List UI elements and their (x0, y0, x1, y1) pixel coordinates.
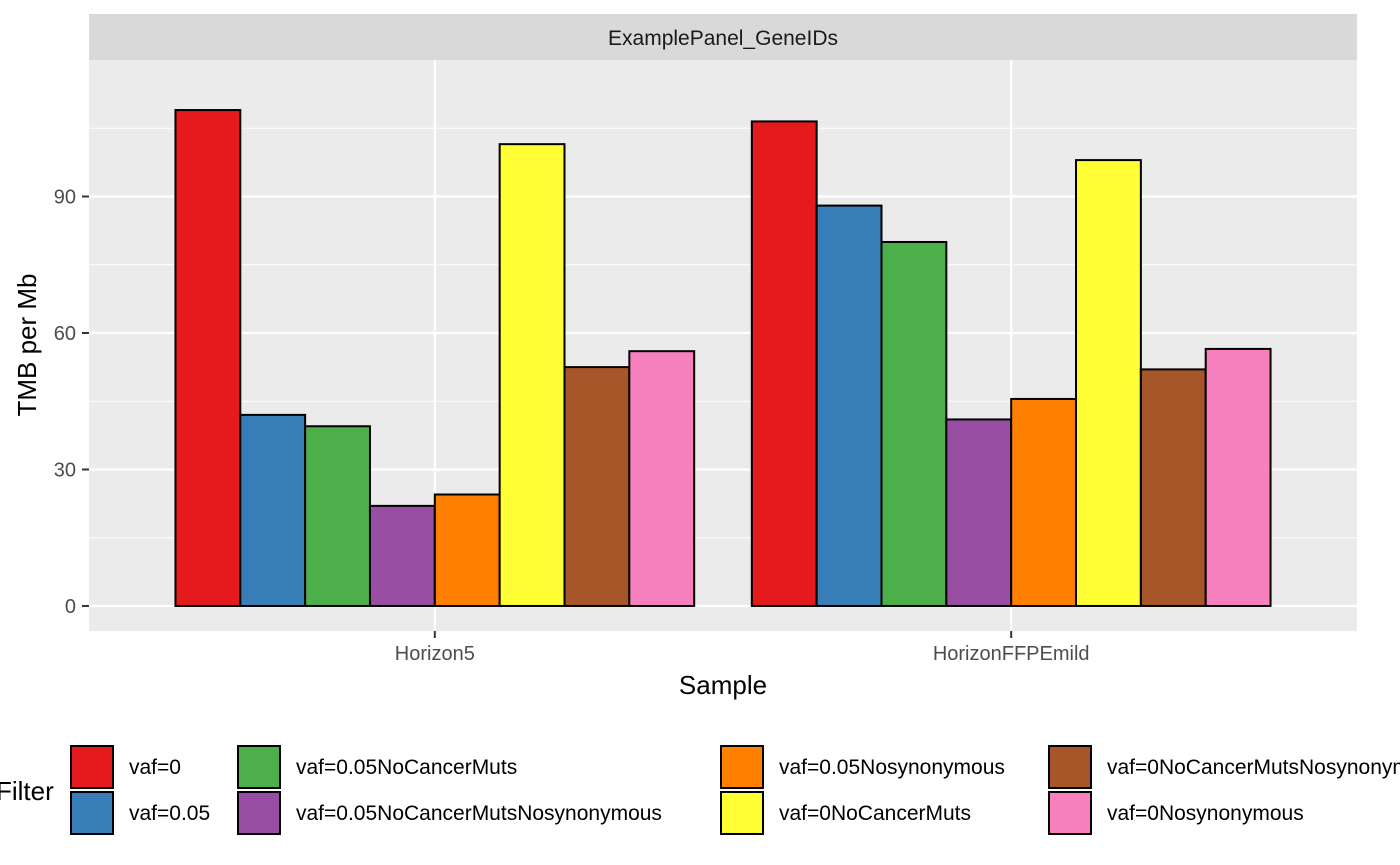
legend-key (1048, 745, 1092, 789)
x-axis-title: Sample (679, 670, 767, 700)
bars (174, 109, 1272, 607)
legend-key (237, 791, 281, 835)
y-tick-label: 30 (54, 459, 76, 481)
legend-key (237, 745, 281, 789)
bar (433, 493, 501, 607)
bar (498, 143, 566, 607)
legend-key (70, 745, 114, 789)
legend-label: vaf=0.05Nosynonymous (779, 756, 1005, 779)
bar (174, 109, 242, 607)
legend-label: vaf=0.05NoCancerMutsNosynonymous (296, 802, 662, 825)
legend-key (70, 791, 114, 835)
bar (880, 240, 948, 607)
bar (1010, 397, 1078, 607)
bar (815, 204, 883, 607)
bar (563, 366, 631, 607)
bar (628, 350, 696, 607)
bar (945, 418, 1013, 607)
legend-key (1048, 791, 1092, 835)
legend-label: vaf=0NoCancerMutsNosynonymous (1107, 756, 1400, 779)
bar (1075, 159, 1142, 607)
y-tick-label: 90 (54, 186, 76, 208)
legend-key (720, 745, 764, 789)
bar (239, 413, 307, 607)
bar (304, 425, 371, 607)
y-tick-label: 0 (65, 596, 76, 618)
legend-key (720, 791, 764, 835)
y-axis-title: TMB per Mb (12, 273, 42, 416)
bar (1139, 368, 1207, 607)
legend: vaf=0 vaf=0.05 vaf=0.05NoCancerMuts vaf=0.0… (70, 745, 1400, 835)
legend-label: vaf=0.05 (129, 802, 210, 825)
legend-title: Filter (0, 776, 54, 806)
legend-label: vaf=0NoCancerMuts (779, 802, 971, 825)
bar (1204, 347, 1272, 607)
legend-label: vaf=0.05NoCancerMuts (296, 756, 517, 779)
facet-title: ExamplePanel_GeneIDs (608, 27, 838, 50)
y-tick-label: 60 (54, 323, 76, 345)
bar (750, 120, 818, 607)
legend-label: vaf=0 (129, 756, 181, 779)
facet-strip (89, 14, 1357, 60)
x-tick-label: HorizonFFPEmild (933, 643, 1090, 665)
x-tick-label: Horizon5 (395, 643, 475, 665)
bar (368, 504, 436, 607)
legend-label: vaf=0Nosynonymous (1107, 802, 1304, 825)
x-axis: Horizon5 HorizonFFPEmild (395, 631, 1090, 665)
y-axis: 0 30 60 90 (54, 186, 89, 618)
